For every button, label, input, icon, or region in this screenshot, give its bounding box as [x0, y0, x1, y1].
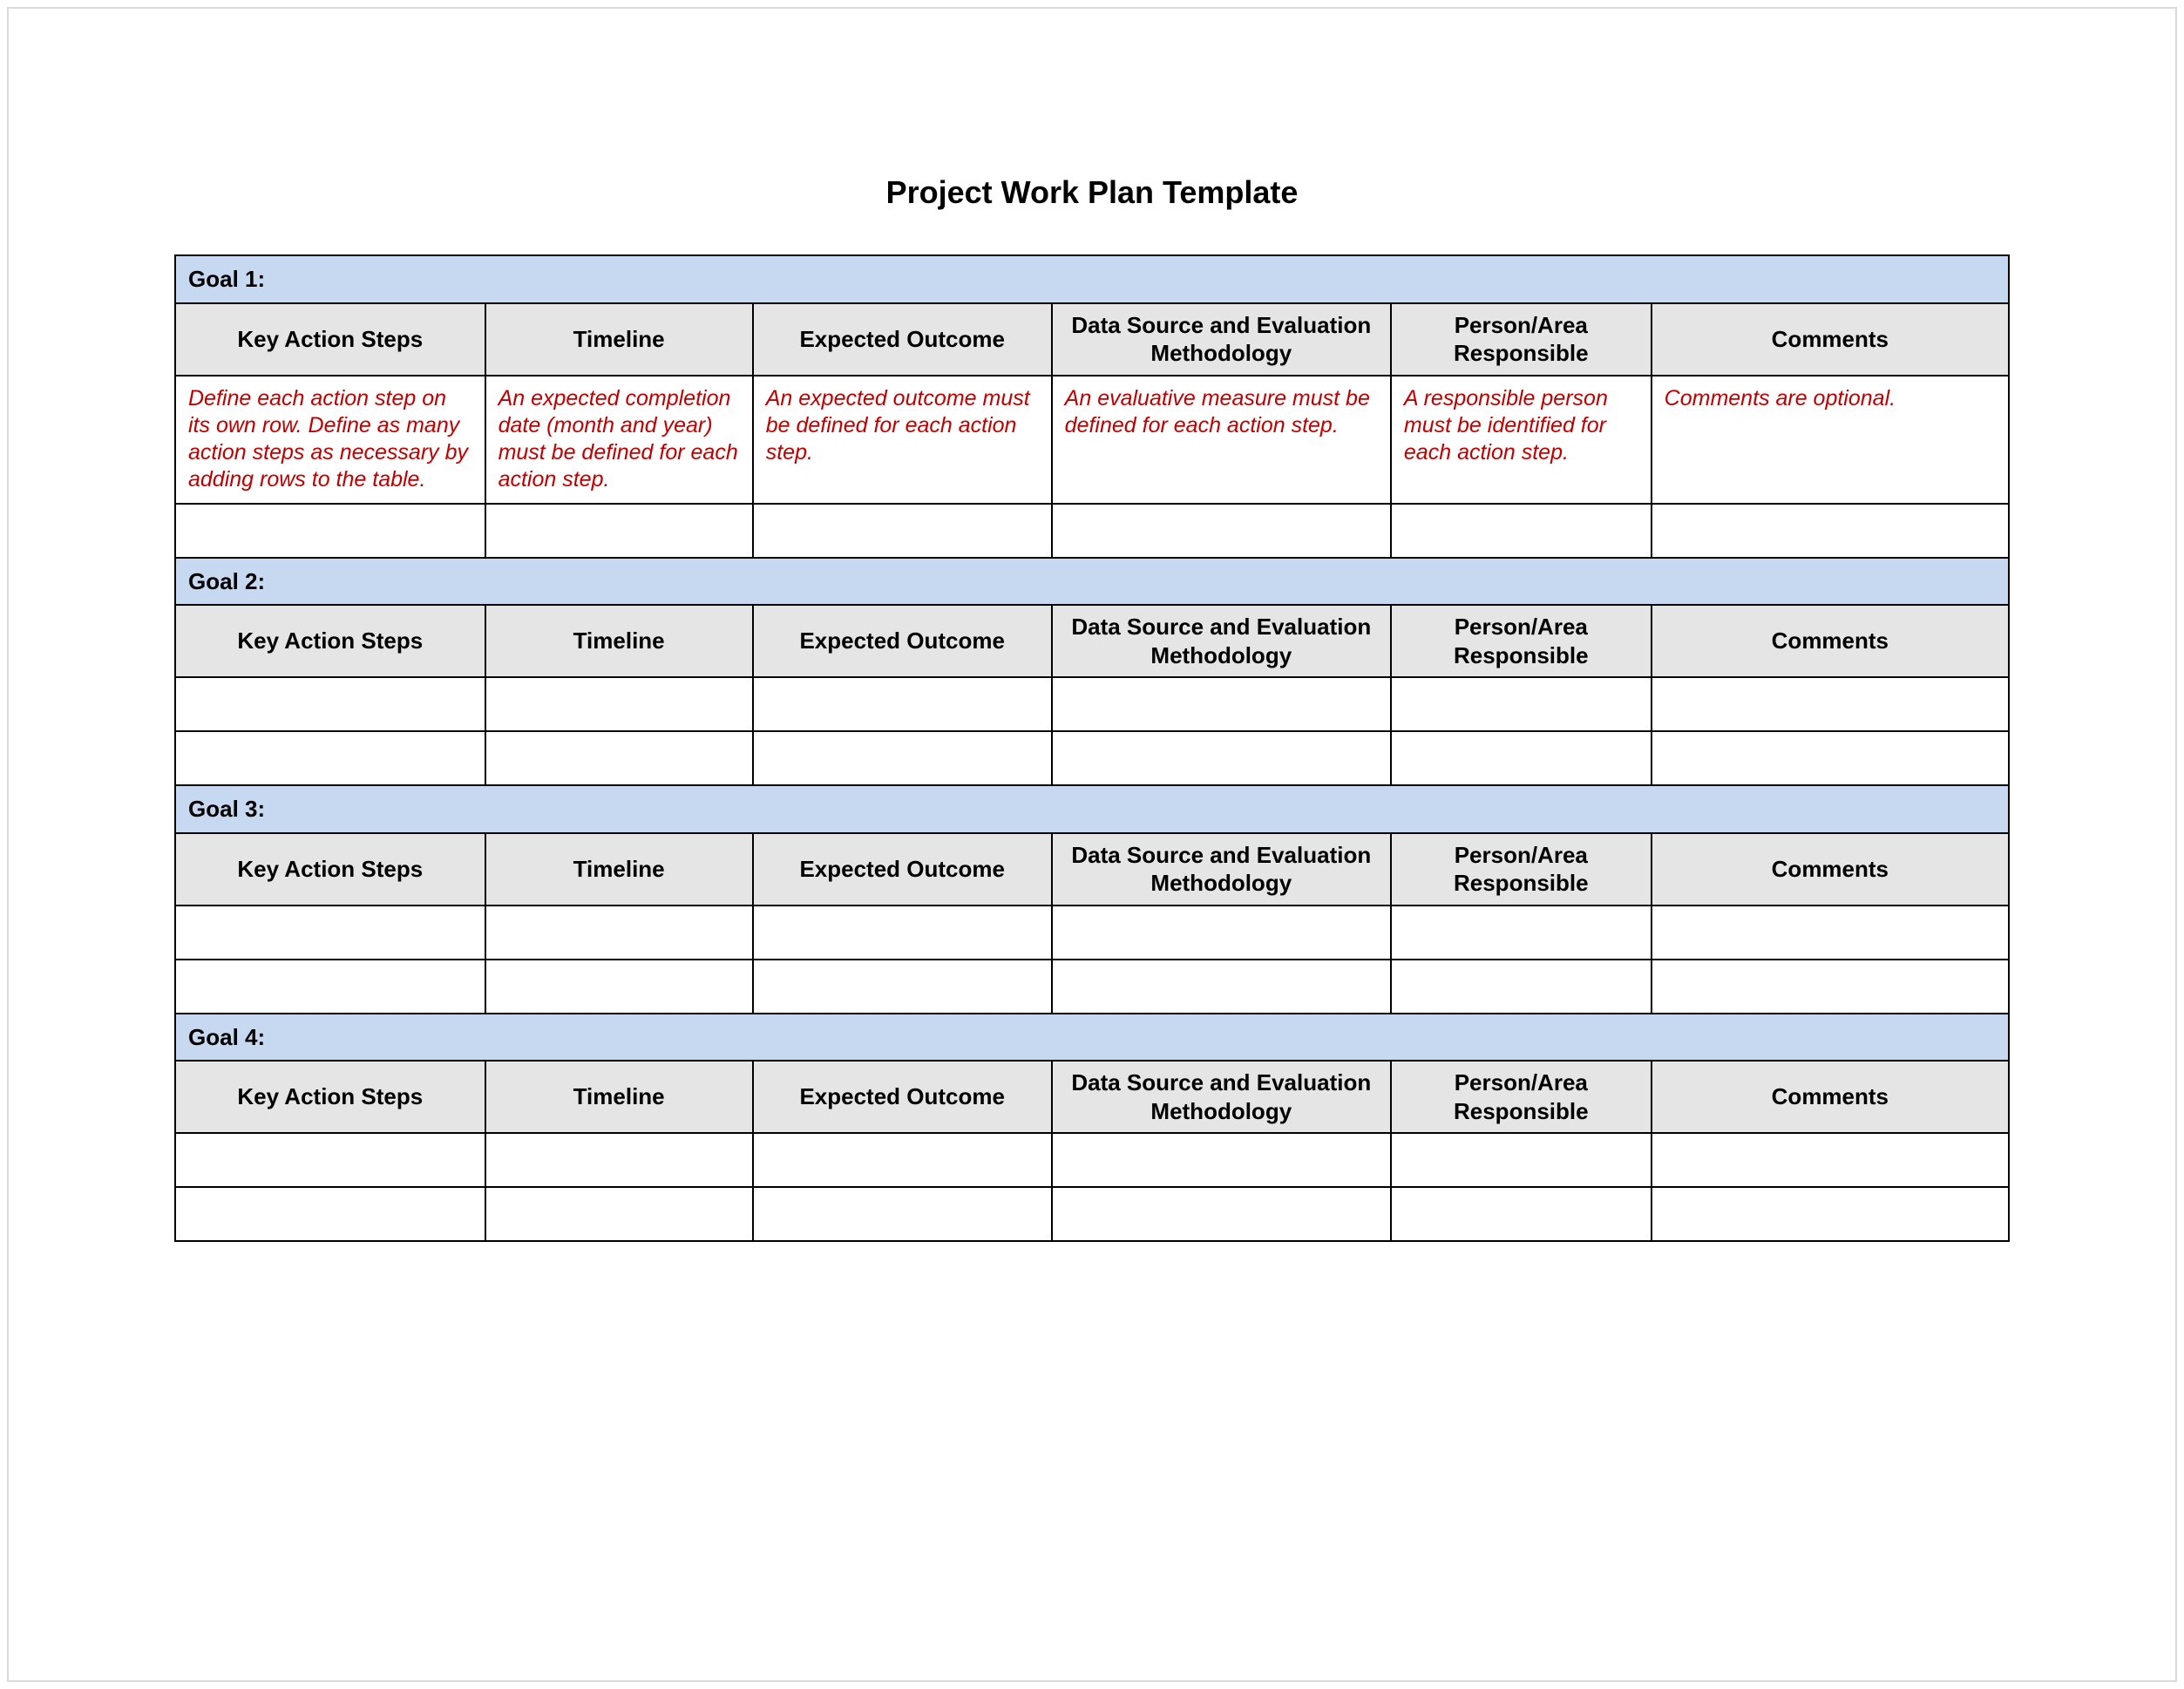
- goal-row: Goal 4:: [175, 1014, 2009, 1062]
- column-header: Person/Area Responsible: [1391, 303, 1652, 376]
- column-header: Key Action Steps: [175, 1061, 485, 1133]
- goal-row: Goal 1:: [175, 255, 2009, 303]
- table-cell[interactable]: [753, 677, 1052, 731]
- hint-cell[interactable]: A responsible person must be identified …: [1391, 376, 1652, 504]
- table-cell[interactable]: [175, 1133, 485, 1187]
- table-cell[interactable]: [1652, 504, 2009, 558]
- table-cell[interactable]: [1052, 1133, 1391, 1187]
- table-cell[interactable]: [753, 731, 1052, 785]
- hint-cell[interactable]: An evaluative measure must be defined fo…: [1052, 376, 1391, 504]
- column-header: Person/Area Responsible: [1391, 833, 1652, 906]
- column-header: Expected Outcome: [753, 303, 1052, 376]
- table-cell[interactable]: [1052, 960, 1391, 1014]
- column-header: Comments: [1652, 303, 2009, 376]
- table-cell[interactable]: [1391, 731, 1652, 785]
- column-header: Person/Area Responsible: [1391, 605, 1652, 677]
- table-cell[interactable]: [1391, 906, 1652, 960]
- page-border: Project Work Plan Template Goal 1:Key Ac…: [7, 7, 2177, 1682]
- table-row: [175, 906, 2009, 960]
- hint-cell[interactable]: Define each action step on its own row. …: [175, 376, 485, 504]
- goal-label[interactable]: Goal 3:: [175, 785, 2009, 833]
- table-cell[interactable]: [1652, 960, 2009, 1014]
- table-cell[interactable]: [1391, 504, 1652, 558]
- table-cell[interactable]: [485, 677, 753, 731]
- table-row: [175, 960, 2009, 1014]
- table-cell[interactable]: [1391, 960, 1652, 1014]
- hint-cell[interactable]: Comments are optional.: [1652, 376, 2009, 504]
- column-header: Data Source and Evaluation Methodology: [1052, 303, 1391, 376]
- column-header-row: Key Action StepsTimelineExpected Outcome…: [175, 303, 2009, 376]
- goal-row: Goal 2:: [175, 558, 2009, 606]
- table-cell[interactable]: [1052, 731, 1391, 785]
- table-cell[interactable]: [485, 731, 753, 785]
- goal-label[interactable]: Goal 4:: [175, 1014, 2009, 1062]
- table-cell[interactable]: [753, 906, 1052, 960]
- column-header: Timeline: [485, 303, 753, 376]
- goal-row: Goal 3:: [175, 785, 2009, 833]
- table-cell[interactable]: [1652, 1133, 2009, 1187]
- column-header: Timeline: [485, 1061, 753, 1133]
- table-cell[interactable]: [175, 731, 485, 785]
- column-header-row: Key Action StepsTimelineExpected Outcome…: [175, 833, 2009, 906]
- column-header: Comments: [1652, 605, 2009, 677]
- table-cell[interactable]: [1052, 1187, 1391, 1241]
- column-header: Key Action Steps: [175, 833, 485, 906]
- table-cell[interactable]: [1391, 1133, 1652, 1187]
- column-header-row: Key Action StepsTimelineExpected Outcome…: [175, 605, 2009, 677]
- table-cell[interactable]: [753, 504, 1052, 558]
- table-row: [175, 504, 2009, 558]
- column-header: Data Source and Evaluation Methodology: [1052, 833, 1391, 906]
- table-cell[interactable]: [1052, 677, 1391, 731]
- table-cell[interactable]: [175, 906, 485, 960]
- table-cell[interactable]: [1652, 731, 2009, 785]
- table-row: [175, 677, 2009, 731]
- table-cell[interactable]: [485, 906, 753, 960]
- table-cell[interactable]: [175, 960, 485, 1014]
- table-cell[interactable]: [485, 504, 753, 558]
- work-plan-table: Goal 1:Key Action StepsTimelineExpected …: [174, 254, 2010, 1242]
- column-header: Data Source and Evaluation Methodology: [1052, 1061, 1391, 1133]
- table-cell[interactable]: [1052, 504, 1391, 558]
- table-cell[interactable]: [753, 1133, 1052, 1187]
- table-row: [175, 731, 2009, 785]
- column-header: Comments: [1652, 833, 2009, 906]
- table-cell[interactable]: [1391, 1187, 1652, 1241]
- table-cell[interactable]: [1652, 677, 2009, 731]
- column-header: Expected Outcome: [753, 605, 1052, 677]
- table-cell[interactable]: [753, 960, 1052, 1014]
- table-cell[interactable]: [175, 677, 485, 731]
- table-cell[interactable]: [753, 1187, 1052, 1241]
- column-header: Person/Area Responsible: [1391, 1061, 1652, 1133]
- table-cell[interactable]: [1652, 1187, 2009, 1241]
- table-cell[interactable]: [485, 960, 753, 1014]
- table-row: [175, 1187, 2009, 1241]
- column-header: Comments: [1652, 1061, 2009, 1133]
- column-header: Expected Outcome: [753, 1061, 1052, 1133]
- table-cell[interactable]: [175, 1187, 485, 1241]
- table-cell[interactable]: [485, 1187, 753, 1241]
- hint-cell[interactable]: An expected outcome must be defined for …: [753, 376, 1052, 504]
- table-cell[interactable]: [1391, 677, 1652, 731]
- goal-label[interactable]: Goal 2:: [175, 558, 2009, 606]
- goal-label[interactable]: Goal 1:: [175, 255, 2009, 303]
- column-header: Key Action Steps: [175, 605, 485, 677]
- hint-cell[interactable]: An expected completion date (month and y…: [485, 376, 753, 504]
- table-cell[interactable]: [485, 1133, 753, 1187]
- hint-row: Define each action step on its own row. …: [175, 376, 2009, 504]
- column-header: Expected Outcome: [753, 833, 1052, 906]
- table-row: [175, 1133, 2009, 1187]
- column-header: Key Action Steps: [175, 303, 485, 376]
- document-title: Project Work Plan Template: [174, 174, 2010, 211]
- column-header: Timeline: [485, 605, 753, 677]
- column-header: Data Source and Evaluation Methodology: [1052, 605, 1391, 677]
- column-header-row: Key Action StepsTimelineExpected Outcome…: [175, 1061, 2009, 1133]
- table-cell[interactable]: [175, 504, 485, 558]
- table-cell[interactable]: [1652, 906, 2009, 960]
- table-cell[interactable]: [1052, 906, 1391, 960]
- column-header: Timeline: [485, 833, 753, 906]
